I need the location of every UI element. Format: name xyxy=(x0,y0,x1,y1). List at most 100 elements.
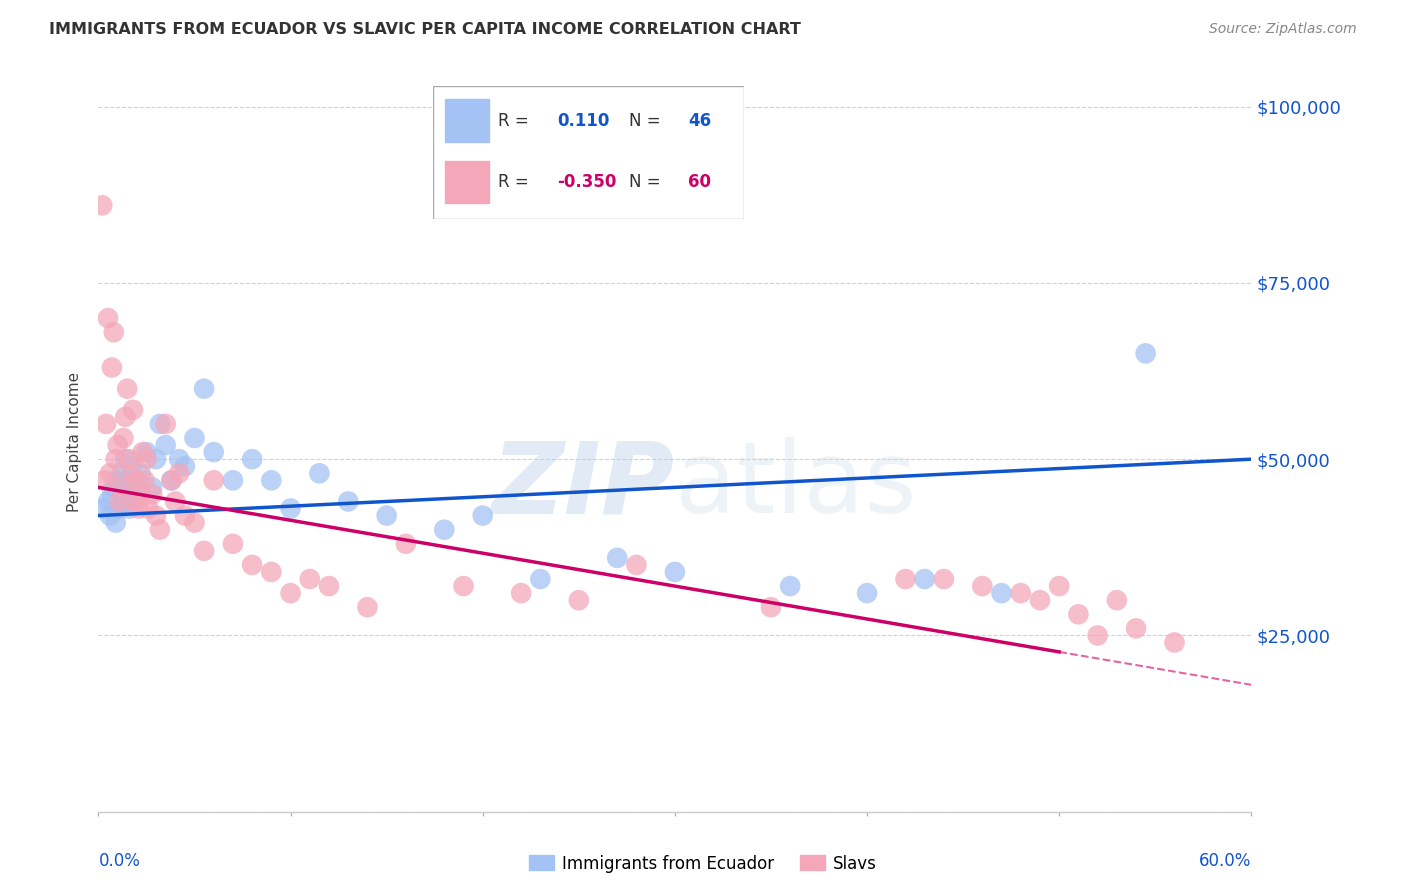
Point xyxy=(134,473,156,487)
Point xyxy=(129,467,152,481)
Point xyxy=(174,459,197,474)
Text: Source: ZipAtlas.com: Source: ZipAtlas.com xyxy=(1209,22,1357,37)
Point xyxy=(160,473,183,487)
Point xyxy=(120,459,142,474)
Point xyxy=(1010,586,1032,600)
Point xyxy=(529,572,551,586)
Point xyxy=(165,494,187,508)
Text: ZIP: ZIP xyxy=(492,437,675,534)
Point xyxy=(104,516,127,530)
Point xyxy=(145,508,167,523)
Point xyxy=(108,494,131,508)
Point xyxy=(124,494,146,508)
Point xyxy=(135,445,157,459)
Point xyxy=(759,600,782,615)
Point xyxy=(183,516,205,530)
Point xyxy=(174,508,197,523)
Point xyxy=(114,452,136,467)
Point xyxy=(129,487,152,501)
Point xyxy=(94,417,117,431)
Point xyxy=(98,508,121,523)
Point xyxy=(260,565,283,579)
Point xyxy=(141,487,163,501)
Point xyxy=(93,473,115,487)
Point xyxy=(568,593,591,607)
Point xyxy=(222,537,245,551)
Point xyxy=(240,452,263,467)
Point xyxy=(110,480,132,494)
Point xyxy=(112,494,135,508)
Point xyxy=(914,572,936,586)
Point xyxy=(1125,621,1147,635)
Point xyxy=(149,523,172,537)
Y-axis label: Per Capita Income: Per Capita Income xyxy=(67,371,83,512)
Point xyxy=(103,480,125,494)
Point xyxy=(118,452,141,467)
Point xyxy=(97,494,120,508)
Point xyxy=(1047,579,1070,593)
Point xyxy=(117,473,139,487)
Point xyxy=(664,565,686,579)
Point xyxy=(138,501,160,516)
Point xyxy=(97,311,120,326)
Point xyxy=(240,558,263,572)
Point xyxy=(167,467,190,481)
Point xyxy=(990,586,1012,600)
Point xyxy=(120,467,142,481)
Legend: Immigrants from Ecuador, Slavs: Immigrants from Ecuador, Slavs xyxy=(523,848,883,880)
Point xyxy=(131,445,153,459)
Point xyxy=(110,467,132,481)
Point xyxy=(135,452,157,467)
Point xyxy=(222,473,245,487)
Text: 0.0%: 0.0% xyxy=(98,853,141,871)
Point xyxy=(356,600,378,615)
Point xyxy=(856,586,879,600)
Text: 60.0%: 60.0% xyxy=(1199,853,1251,871)
Point xyxy=(1105,593,1128,607)
Point xyxy=(101,487,124,501)
Point xyxy=(260,473,283,487)
Point xyxy=(375,508,398,523)
Point xyxy=(155,438,177,452)
Point xyxy=(124,494,146,508)
Point xyxy=(298,572,321,586)
Point xyxy=(183,431,205,445)
Point xyxy=(93,501,115,516)
Point xyxy=(101,360,124,375)
Point xyxy=(280,586,302,600)
Point xyxy=(1163,635,1185,649)
Point xyxy=(1029,593,1052,607)
Point xyxy=(433,523,456,537)
Point xyxy=(1087,628,1109,642)
Point xyxy=(160,473,183,487)
Point xyxy=(193,382,215,396)
Point xyxy=(337,494,360,508)
Point xyxy=(149,417,172,431)
Point xyxy=(395,537,418,551)
Point xyxy=(779,579,801,593)
Point xyxy=(1135,346,1157,360)
Point xyxy=(125,473,148,487)
Point xyxy=(280,501,302,516)
Point xyxy=(606,550,628,565)
Point xyxy=(112,431,135,445)
Point xyxy=(471,508,494,523)
Point xyxy=(626,558,648,572)
Point xyxy=(114,409,136,424)
Point xyxy=(932,572,955,586)
Point xyxy=(155,417,177,431)
Point xyxy=(122,402,145,417)
Point xyxy=(104,452,127,467)
Point xyxy=(108,501,131,516)
Point xyxy=(91,198,114,212)
Text: IMMIGRANTS FROM ECUADOR VS SLAVIC PER CAPITA INCOME CORRELATION CHART: IMMIGRANTS FROM ECUADOR VS SLAVIC PER CA… xyxy=(49,22,801,37)
Point xyxy=(125,487,148,501)
Point xyxy=(118,501,141,516)
Point xyxy=(103,325,125,339)
Point xyxy=(202,473,225,487)
Point xyxy=(117,382,139,396)
Point xyxy=(202,445,225,459)
Point xyxy=(453,579,475,593)
Point xyxy=(308,467,330,481)
Point xyxy=(167,452,190,467)
